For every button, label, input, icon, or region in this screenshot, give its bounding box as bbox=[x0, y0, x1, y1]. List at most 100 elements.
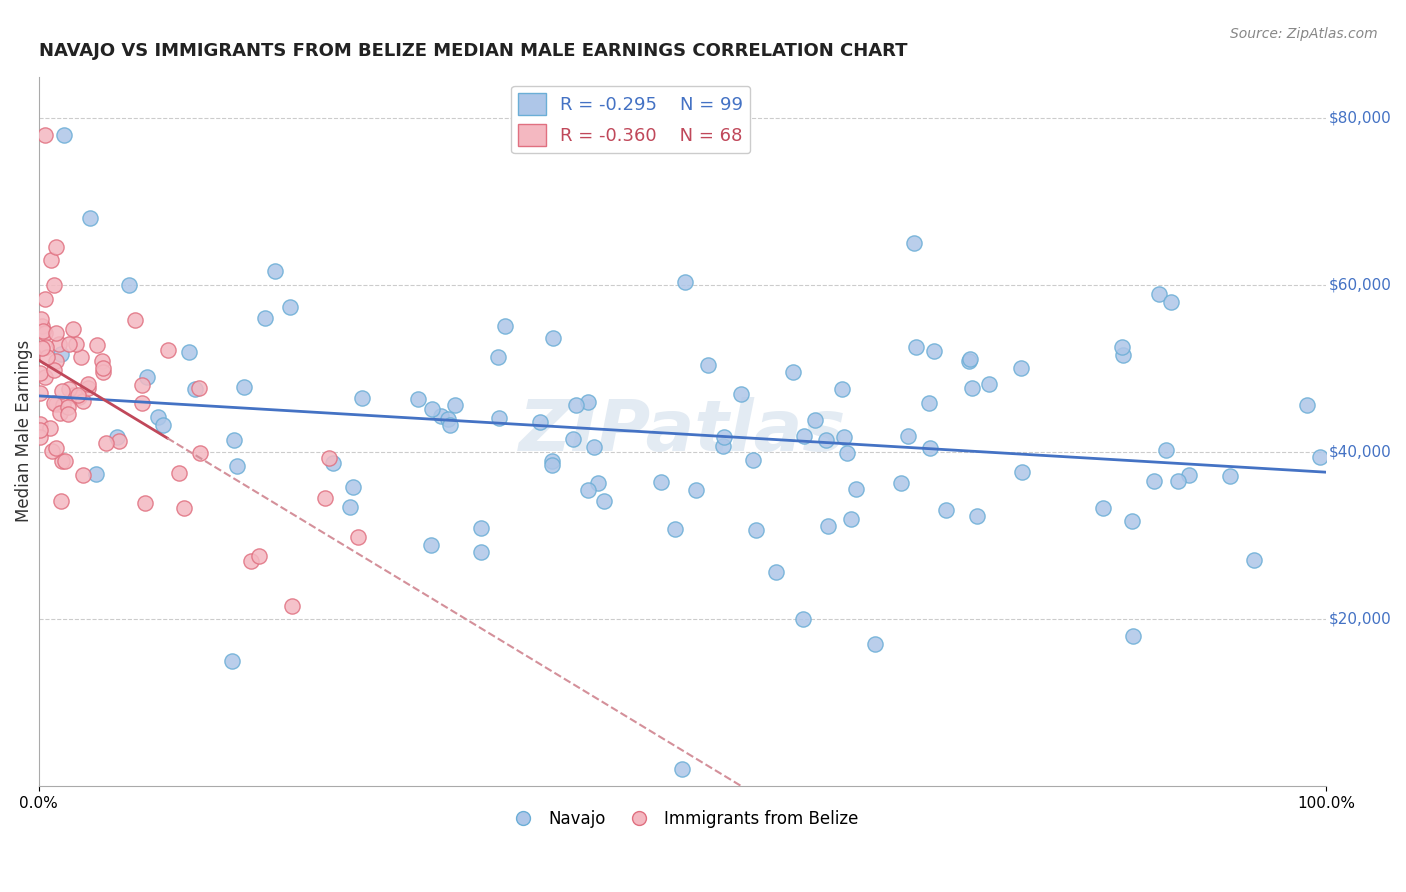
Point bbox=[53, 128, 76, 142]
Point bbox=[105, 430, 128, 444]
Point bbox=[42, 363, 65, 377]
Point bbox=[494, 319, 516, 334]
Point bbox=[959, 352, 981, 367]
Point bbox=[1111, 339, 1133, 353]
Point bbox=[314, 491, 336, 506]
Point bbox=[42, 278, 65, 293]
Point bbox=[470, 545, 492, 559]
Point bbox=[45, 354, 67, 368]
Point bbox=[56, 407, 79, 421]
Point bbox=[541, 331, 564, 345]
Point bbox=[831, 382, 853, 396]
Point bbox=[350, 391, 373, 405]
Point bbox=[45, 240, 67, 254]
Point bbox=[903, 236, 925, 251]
Point bbox=[34, 369, 56, 384]
Point bbox=[924, 344, 946, 359]
Point bbox=[835, 446, 858, 460]
Text: ZIPatlas: ZIPatlas bbox=[519, 397, 846, 466]
Point bbox=[42, 396, 65, 410]
Text: $40,000: $40,000 bbox=[1329, 444, 1392, 459]
Point bbox=[90, 354, 112, 368]
Point bbox=[51, 384, 73, 398]
Point bbox=[148, 410, 170, 425]
Point bbox=[582, 440, 605, 454]
Point bbox=[34, 292, 56, 306]
Point bbox=[167, 466, 190, 480]
Point bbox=[576, 395, 599, 409]
Point bbox=[233, 380, 256, 394]
Point bbox=[347, 530, 370, 544]
Point bbox=[35, 340, 58, 354]
Text: Source: ZipAtlas.com: Source: ZipAtlas.com bbox=[1230, 27, 1378, 41]
Point bbox=[1011, 465, 1033, 479]
Point bbox=[420, 538, 443, 552]
Point bbox=[239, 554, 262, 568]
Point bbox=[1243, 552, 1265, 566]
Point bbox=[322, 456, 344, 470]
Point bbox=[45, 396, 67, 410]
Point bbox=[58, 337, 80, 351]
Point bbox=[187, 381, 209, 395]
Point bbox=[697, 359, 720, 373]
Point bbox=[37, 350, 59, 364]
Point bbox=[31, 319, 53, 334]
Point bbox=[865, 637, 887, 651]
Point bbox=[977, 377, 1000, 392]
Point bbox=[918, 441, 941, 455]
Point bbox=[488, 411, 510, 425]
Point bbox=[586, 476, 609, 491]
Point bbox=[131, 378, 153, 392]
Point bbox=[918, 396, 941, 410]
Point bbox=[48, 337, 70, 351]
Point bbox=[152, 417, 174, 432]
Point bbox=[30, 311, 52, 326]
Point bbox=[91, 364, 114, 378]
Point bbox=[55, 454, 77, 468]
Point bbox=[76, 377, 98, 392]
Point bbox=[28, 417, 51, 431]
Point bbox=[28, 366, 51, 380]
Point bbox=[793, 429, 815, 443]
Point bbox=[84, 467, 107, 482]
Point bbox=[593, 494, 616, 508]
Point bbox=[1143, 474, 1166, 488]
Point bbox=[56, 400, 79, 414]
Point bbox=[278, 300, 301, 314]
Point bbox=[224, 433, 246, 447]
Point bbox=[685, 483, 707, 497]
Point bbox=[935, 502, 957, 516]
Point bbox=[65, 337, 87, 351]
Point bbox=[664, 522, 686, 536]
Point bbox=[406, 392, 429, 407]
Point bbox=[470, 521, 492, 535]
Point bbox=[221, 654, 243, 668]
Point bbox=[1160, 294, 1182, 309]
Point bbox=[792, 612, 814, 626]
Point bbox=[30, 385, 52, 400]
Point bbox=[254, 311, 277, 326]
Point bbox=[39, 421, 62, 435]
Point bbox=[430, 409, 453, 423]
Point bbox=[845, 482, 868, 496]
Point bbox=[439, 418, 461, 433]
Point bbox=[72, 467, 94, 482]
Point bbox=[67, 390, 90, 404]
Point bbox=[814, 433, 837, 447]
Point bbox=[62, 322, 84, 336]
Point bbox=[565, 398, 588, 412]
Point bbox=[650, 475, 672, 489]
Point bbox=[184, 382, 207, 396]
Point bbox=[49, 346, 72, 360]
Point bbox=[58, 382, 80, 396]
Point bbox=[91, 361, 114, 376]
Point bbox=[905, 340, 928, 354]
Point bbox=[108, 434, 131, 448]
Point bbox=[713, 430, 735, 444]
Point bbox=[173, 500, 195, 515]
Point bbox=[1296, 398, 1319, 412]
Point bbox=[96, 436, 118, 450]
Point bbox=[188, 446, 211, 460]
Text: $80,000: $80,000 bbox=[1329, 111, 1392, 126]
Point bbox=[730, 387, 752, 401]
